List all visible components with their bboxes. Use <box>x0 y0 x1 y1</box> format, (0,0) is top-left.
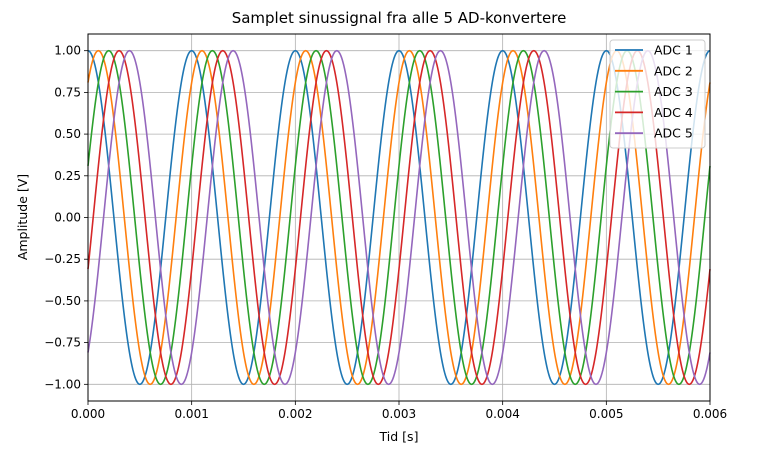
legend-label: ADC 2 <box>654 63 693 78</box>
x-axis: 0.000 0.001 0.002 0.003 0.004 0.005 0.006 <box>71 401 727 421</box>
y-tick-label: −0.50 <box>44 294 81 308</box>
x-tick-label: 0.004 <box>485 407 519 421</box>
grid <box>87 34 711 401</box>
legend-box <box>609 39 706 149</box>
series-line-adc-5 <box>87 49 711 386</box>
legend-label: ADC 1 <box>654 43 693 58</box>
y-tick-label: 0.25 <box>54 169 81 183</box>
series-lines <box>87 49 711 386</box>
y-tick-label: −1.00 <box>44 377 81 391</box>
legend-label: ADC 3 <box>654 84 693 99</box>
legend: ADC 1 ADC 2 ADC 3 ADC 4 ADC 5 <box>609 39 706 149</box>
y-tick-label: 0.75 <box>54 85 81 99</box>
x-tick-label: 0.005 <box>589 407 623 421</box>
series-line-adc-4 <box>87 49 711 386</box>
series-line-adc-3 <box>87 49 711 386</box>
x-axis-label: Tid [s] <box>379 429 419 444</box>
legend-label: ADC 4 <box>654 105 693 120</box>
y-tick-label: 0.00 <box>54 211 81 225</box>
legend-label: ADC 5 <box>654 126 693 141</box>
y-tick-label: 1.00 <box>54 44 81 58</box>
series-line-adc-2 <box>87 49 711 386</box>
y-axis: 1.00 0.75 0.50 0.25 0.00 −0.25 −0.50 −0.75 −1.00 <box>44 44 88 391</box>
y-tick-label: −0.75 <box>44 336 81 350</box>
x-tick-label: 0.006 <box>693 407 727 421</box>
series-line-adc-1 <box>87 49 711 386</box>
y-tick-label: −0.25 <box>44 252 81 266</box>
y-tick-label: 0.50 <box>54 127 81 141</box>
x-tick-label: 0.002 <box>278 407 312 421</box>
y-axis-label: Amplitude [V] <box>15 174 30 260</box>
chart-title: Samplet sinussignal fra alle 5 AD-konver… <box>232 9 567 27</box>
x-tick-label: 0.000 <box>71 407 105 421</box>
x-tick-label: 0.001 <box>174 407 208 421</box>
x-tick-label: 0.003 <box>382 407 416 421</box>
